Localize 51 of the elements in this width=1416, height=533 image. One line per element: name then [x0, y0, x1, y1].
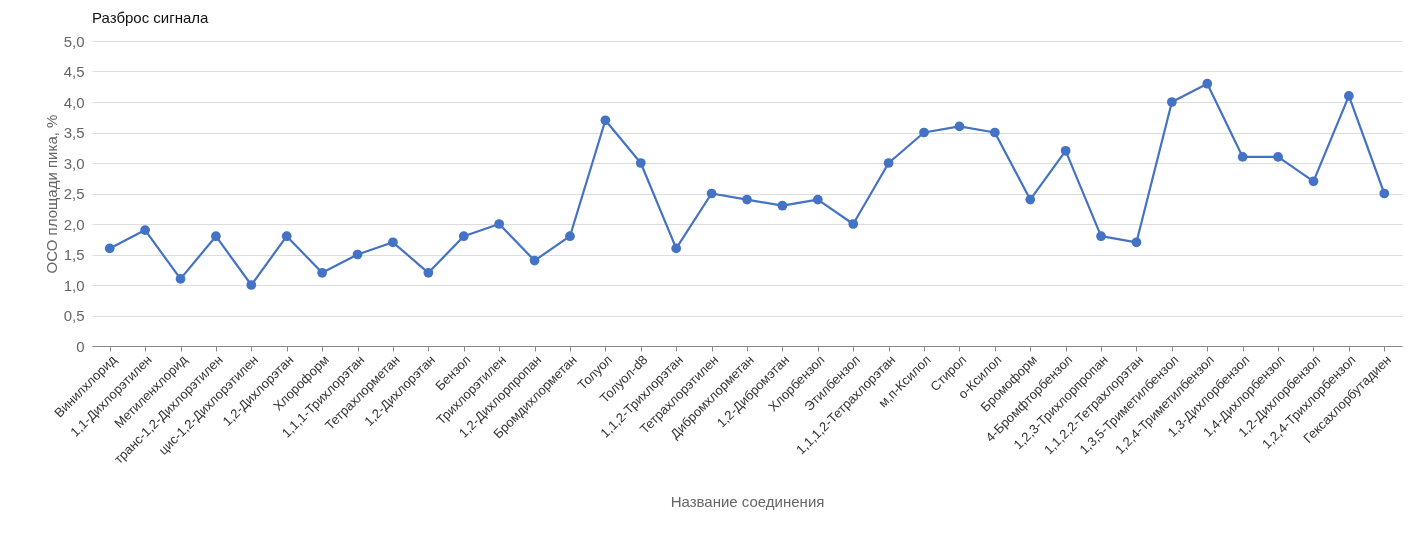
- y-tick-label: 1,5: [63, 246, 85, 263]
- point: [1202, 78, 1213, 89]
- point: [529, 255, 540, 266]
- point: [1060, 145, 1071, 156]
- point: [1025, 194, 1036, 205]
- point: [954, 121, 965, 132]
- point: [1273, 152, 1283, 162]
- y-tick-label: 4,0: [63, 93, 85, 111]
- y-tick-label: 2,5: [63, 185, 85, 202]
- point: [423, 267, 434, 278]
- point: [104, 243, 115, 254]
- point: [458, 231, 469, 242]
- y-axis-title: ОСО площади пика, %: [42, 114, 60, 274]
- point: [494, 219, 505, 229]
- point: [281, 231, 292, 242]
- point: [211, 231, 221, 242]
- point: [1379, 188, 1390, 199]
- point: [919, 127, 929, 138]
- point: [706, 188, 717, 199]
- point: [1166, 97, 1177, 107]
- point: [989, 127, 1000, 138]
- point: [1344, 91, 1354, 101]
- point: [742, 194, 752, 205]
- chart-title: Разброс сигнала: [92, 9, 210, 26]
- point: [635, 158, 646, 168]
- point: [1308, 176, 1319, 187]
- point: [883, 158, 894, 168]
- point: [352, 249, 363, 260]
- y-tick-label: 2,0: [63, 215, 85, 233]
- y-tick-label: 0,5: [63, 307, 85, 324]
- point: [1237, 152, 1248, 162]
- point: [600, 115, 611, 126]
- y-tick-label: 5,0: [63, 32, 85, 50]
- y-tick-label: 1,0: [63, 276, 85, 294]
- point: [565, 231, 575, 242]
- point: [388, 237, 398, 248]
- point: [140, 225, 150, 235]
- point: [812, 194, 823, 205]
- point: [1096, 231, 1106, 242]
- point: [246, 280, 257, 290]
- point: [777, 200, 788, 211]
- point: [671, 243, 682, 254]
- point: [848, 219, 859, 229]
- point: [317, 267, 328, 278]
- point: [175, 274, 186, 284]
- y-tick-label: 0: [76, 337, 85, 355]
- point: [1131, 237, 1142, 248]
- y-tick-label: 4,5: [63, 63, 85, 80]
- x-axis-title: Название соединения: [670, 492, 825, 510]
- y-tick-label: 3,0: [63, 154, 85, 172]
- y-tick-label: 3,5: [63, 124, 85, 141]
